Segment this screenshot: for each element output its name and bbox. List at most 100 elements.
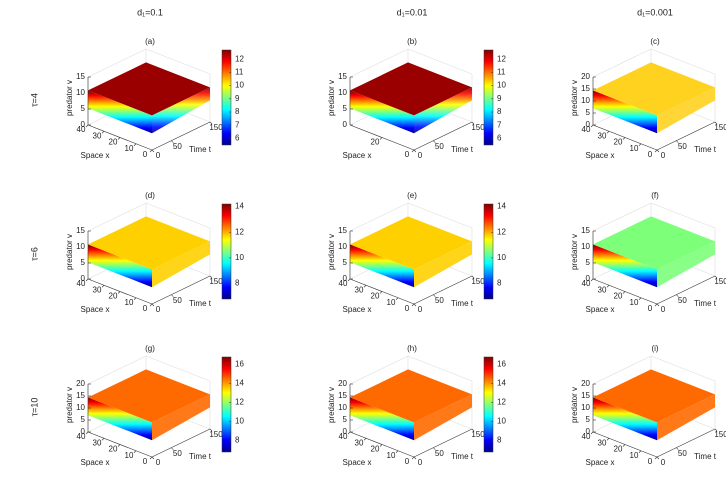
- box-edge: [349, 202, 409, 232]
- x-tick: [117, 291, 121, 294]
- x-tick-label: 40: [582, 279, 591, 288]
- z-tick-label: 10: [76, 403, 85, 412]
- x-axis-label: Space x: [586, 151, 615, 160]
- y-tick: [433, 294, 436, 297]
- y-axis-label: Time t: [694, 299, 717, 308]
- column-header: d₁=0.001: [637, 7, 673, 17]
- colorbar-tick-label: 8: [235, 436, 240, 445]
- y-tick-label: 50: [173, 142, 182, 151]
- y-axis: [656, 275, 716, 305]
- x-tick-label: 20: [371, 138, 380, 147]
- x-tick: [379, 444, 383, 447]
- y-tick-label: 50: [173, 449, 182, 458]
- colorbar-tick-label: 8: [235, 107, 240, 116]
- x-tick: [606, 131, 610, 134]
- box-edge: [87, 48, 147, 78]
- colorbar-tick-label: 12: [497, 54, 506, 63]
- x-tick-label: 0: [405, 150, 410, 159]
- y-tick: [471, 275, 475, 279]
- x-tick: [379, 291, 383, 294]
- z-tick-label: 15: [338, 391, 347, 400]
- x-tick: [117, 137, 121, 140]
- x-tick: [101, 285, 105, 288]
- y-tick-label: 0: [661, 151, 666, 160]
- x-tick: [363, 285, 367, 288]
- x-tick-label: 0: [143, 304, 148, 313]
- z-tick-label: 20: [581, 72, 590, 81]
- box-edge: [145, 48, 211, 75]
- colorbar-tick-label: 8: [497, 436, 502, 445]
- x-tick-label: 20: [109, 138, 118, 147]
- box-edge: [407, 355, 473, 382]
- y-tick-label: 0: [418, 458, 423, 467]
- z-axis-label: predator v: [570, 80, 579, 116]
- y-axis: [151, 428, 211, 458]
- z-tick-label: 10: [581, 403, 590, 412]
- y-tick: [433, 140, 436, 143]
- box-edge: [592, 202, 652, 232]
- y-tick-label: 0: [661, 458, 666, 467]
- z-axis-label: predator v: [327, 234, 336, 270]
- surface-top: [593, 369, 715, 423]
- row-header: τ=10: [29, 398, 39, 417]
- colorbar-tick-label: 6: [497, 134, 502, 143]
- y-axis-label: Time t: [189, 299, 212, 308]
- y-tick-label: 50: [678, 142, 687, 151]
- box-edge: [145, 202, 211, 229]
- x-tick: [379, 137, 383, 140]
- x-tick-label: 30: [93, 438, 102, 447]
- z-tick-label: 0: [81, 427, 86, 436]
- x-tick: [590, 431, 594, 435]
- x-tick: [590, 278, 594, 282]
- y-tick-label: 150: [471, 277, 485, 286]
- x-tick-label: 40: [582, 432, 591, 441]
- box-edge: [407, 48, 473, 75]
- y-tick: [209, 428, 213, 432]
- x-tick: [622, 291, 626, 294]
- colorbar-tick-label: 8: [497, 279, 502, 288]
- y-tick: [676, 140, 679, 143]
- y-tick: [209, 121, 213, 125]
- y-tick-label: 50: [435, 296, 444, 305]
- colorbar-tick-label: 14: [497, 379, 506, 388]
- x-tick: [606, 285, 610, 288]
- x-tick: [85, 278, 89, 282]
- y-axis-label: Time t: [451, 145, 474, 154]
- y-tick-label: 0: [156, 305, 161, 314]
- x-tick-label: 10: [630, 144, 639, 153]
- box-edge: [592, 48, 652, 78]
- x-tick: [590, 124, 594, 128]
- colorbar: [221, 49, 232, 146]
- box-edge: [87, 355, 147, 385]
- surface-top: [88, 369, 210, 423]
- x-axis-label: Space x: [81, 305, 110, 314]
- y-tick-label: 150: [471, 123, 485, 132]
- panel-title: (i): [651, 344, 658, 353]
- x-tick-label: 0: [143, 457, 148, 466]
- surface-side: [88, 90, 152, 134]
- y-axis: [656, 121, 716, 151]
- x-tick-label: 20: [614, 445, 623, 454]
- colorbar-tick-label: 12: [235, 54, 244, 63]
- colorbar-tick-label: 8: [235, 279, 240, 288]
- surface-top: [88, 216, 210, 270]
- x-axis-label: Space x: [81, 458, 110, 467]
- x-tick: [347, 431, 351, 435]
- box-edge: [87, 202, 147, 232]
- y-tick-label: 0: [418, 305, 423, 314]
- y-tick: [676, 294, 679, 297]
- z-tick-label: 5: [81, 258, 86, 267]
- y-tick-label: 0: [661, 305, 666, 314]
- x-tick-label: 40: [582, 125, 591, 134]
- x-tick-label: 20: [614, 138, 623, 147]
- x-tick-label: 0: [405, 457, 410, 466]
- colorbar-tick-label: 9: [497, 94, 502, 103]
- panel-title: (d): [145, 191, 155, 200]
- z-tick-label: 0: [81, 120, 86, 129]
- panel-title: (f): [651, 191, 659, 200]
- z-tick-label: 10: [338, 242, 347, 251]
- x-tick: [133, 450, 137, 453]
